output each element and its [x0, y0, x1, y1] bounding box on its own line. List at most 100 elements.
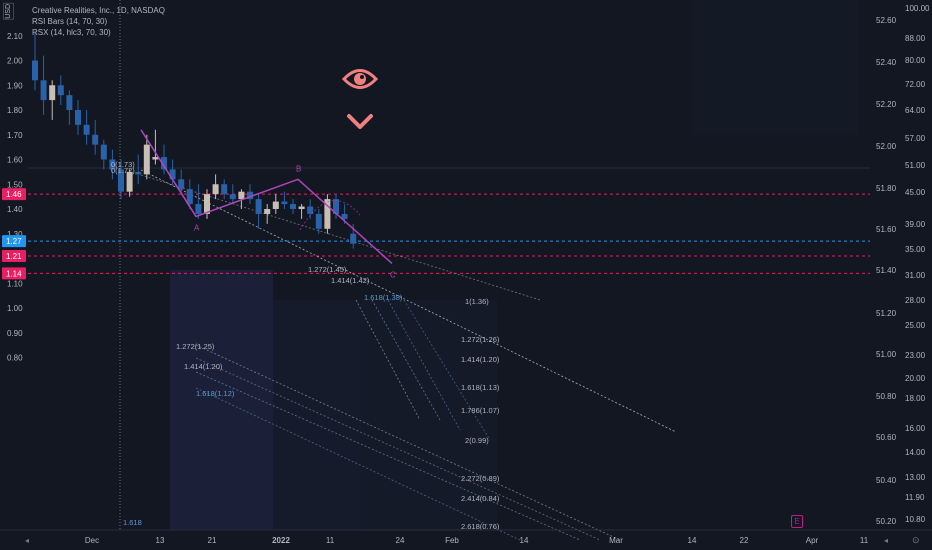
highlight-zone-3: [360, 300, 497, 530]
right-axis-tick-label: 16.00: [905, 424, 926, 433]
fib-annotation-label: 0(1.73): [111, 160, 135, 169]
fib-channel-line: [195, 344, 621, 541]
y-tick-label: 1.10: [7, 279, 23, 288]
candle: [100, 139, 107, 170]
candle: [143, 134, 150, 180]
candle: [126, 169, 133, 197]
x-tick-label: 24: [396, 536, 405, 545]
y-tick-label: 1.80: [7, 106, 23, 115]
candle: [255, 194, 262, 229]
overlay-panel: [692, 0, 858, 135]
candle: [315, 209, 322, 234]
price-tag-label: 1.46: [6, 190, 22, 199]
fib-annotation-label: 1.272(1.26): [461, 335, 500, 344]
right-axis-tick-label: 52.20: [876, 100, 897, 109]
scroll-back-icon: ◂: [25, 536, 29, 545]
candle: [32, 30, 38, 91]
y-tick-label: 0.80: [7, 354, 23, 363]
right-axis-tick-label: 20.00: [905, 374, 926, 383]
candle: [272, 194, 279, 214]
harmonic-pattern-line: [140, 129, 393, 265]
right-axis-tick-label: 100.00: [905, 4, 930, 13]
right-axis-tick-label: 10.80: [905, 515, 926, 524]
candle: [221, 179, 228, 200]
right-axis-tick-label: 31.00: [905, 271, 926, 280]
x-tick-label: Feb: [445, 536, 459, 545]
fib-annotation-label: 1.272(1.25): [176, 342, 215, 351]
right-axis-tick-label: 28.00: [905, 296, 926, 305]
fib-annotation-label: 2.272(0.89): [461, 474, 500, 483]
fib-annotation-label: 1.414(1.20): [184, 362, 223, 371]
price-tag: [2, 250, 26, 263]
candle: [195, 184, 202, 219]
candle: [178, 169, 185, 195]
right-axis-tick-label: 18.00: [905, 394, 926, 403]
candle: [204, 189, 210, 219]
right-axis-tick-label: 50.20: [876, 517, 897, 526]
candle: [152, 129, 159, 165]
fib-annotation-label: 0(1.72): [111, 166, 135, 175]
y-tick-label: 1.90: [7, 81, 23, 90]
legend-indicator-rsi-bars[interactable]: RSI Bars (14, 70, 30): [32, 17, 108, 26]
fib-annotation-label: 1.414(1.20): [461, 355, 500, 364]
fib-annotation-label: 1.618(1.38): [364, 293, 403, 302]
right-axis-tick-label: 50.80: [876, 392, 897, 401]
candle: [109, 149, 116, 180]
x-tick-label: 22: [740, 536, 749, 545]
right-axis-tick-label: 51.40: [876, 266, 897, 275]
y-tick-label: 1.00: [7, 304, 23, 313]
y-tick-label: 0.90: [7, 329, 23, 338]
right-axis-tick-label: 45.00: [905, 188, 926, 197]
candle: [66, 90, 73, 125]
candle: [238, 189, 245, 209]
fib-annotation-label: 1.786(1.07): [461, 406, 500, 415]
x-tick-label: Apr: [806, 536, 819, 545]
x-tick-label: 14: [688, 536, 697, 545]
fib-channel-line: [371, 299, 441, 421]
candle: [281, 191, 288, 209]
x-tick-label: Mar: [609, 536, 623, 545]
right-axis-tick-label: 50.60: [876, 433, 897, 442]
right-axis-tick-label: 51.20: [876, 309, 897, 318]
right-axis-tick-label: 88.00: [905, 34, 926, 43]
price-tag-label: 1.27: [6, 237, 22, 246]
legend-indicator-rsx[interactable]: RSX (14, hlc3, 70, 30): [32, 28, 111, 37]
y-tick-label: 1.30: [7, 230, 23, 239]
fib-annotation-label: 1.618(1.12): [196, 389, 235, 398]
chevron-down-icon[interactable]: [346, 111, 374, 133]
fib-annotation-label: 2(0.99): [465, 436, 489, 445]
right-axis-tick-label: 64.00: [905, 106, 926, 115]
y-tick-label: 1.40: [7, 205, 23, 214]
right-axis-tick-label: 72.00: [905, 80, 926, 89]
x-tick-label: 11: [326, 536, 335, 545]
right-axis-tick-label: 11.90: [905, 493, 925, 502]
fib-channel-line: [403, 299, 491, 441]
fib-channel-line: [387, 299, 461, 431]
candle: [83, 110, 90, 145]
candle: [75, 100, 81, 135]
eye-icon[interactable]: [342, 64, 378, 94]
fib-annotation-label: 1.618: [123, 518, 142, 527]
legend-symbol[interactable]: Creative Realities, Inc., 1D, NASDAQ: [32, 6, 165, 15]
x-tick-label: Dec: [85, 536, 99, 545]
candle: [135, 154, 142, 185]
candle: [212, 174, 219, 200]
fib-annotation-label: 2.618(0.76): [461, 522, 500, 531]
price-tag: [2, 188, 26, 201]
scroll-left-icon: ◂: [884, 536, 888, 545]
right-axis-tick-label: 51.60: [876, 225, 897, 234]
candle: [161, 144, 167, 175]
right-axis-tick-label: 25.00: [905, 321, 926, 330]
right-axis-tick-label: 52.00: [876, 142, 897, 151]
earnings-badge[interactable]: E: [791, 515, 803, 528]
candle: [92, 119, 99, 155]
candle: [57, 75, 64, 106]
fib-channel-line: [195, 357, 601, 541]
fib-annotation-label: 1.272(1.45): [308, 265, 347, 274]
right-axis-tick-label: 35.00: [905, 245, 926, 254]
candle: [298, 204, 305, 219]
y-tick-label: 1.50: [7, 180, 23, 189]
candle: [40, 55, 47, 115]
price-tag: [2, 267, 26, 280]
